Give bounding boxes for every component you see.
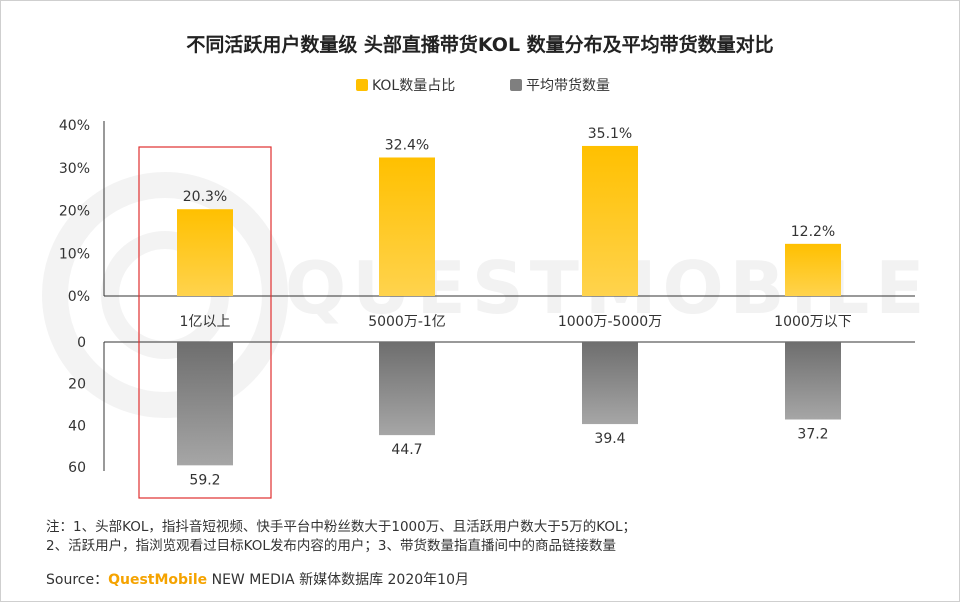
bottom-y-tick-label: 0 — [77, 335, 86, 351]
top-y-tick-label: 10% — [59, 246, 90, 262]
avg-goods-bar — [582, 342, 638, 425]
legend-item-kol-share: KOL数量占比 — [356, 75, 455, 95]
avg-goods-value-label: 59.2 — [189, 472, 220, 488]
top-y-tick-label: 40% — [59, 118, 90, 134]
legend-item-avg-goods: 平均带货数量 — [510, 75, 610, 95]
top-y-tick-label: 30% — [59, 161, 90, 177]
source-line: Source：QuestMobile NEW MEDIA 新媒体数据库 2020… — [46, 569, 469, 589]
legend-label-kol-share: KOL数量占比 — [372, 78, 456, 94]
legend-swatch-gray — [510, 79, 522, 91]
note-line-2: 2、活跃用户，指浏览观看过目标KOL发布内容的用户；3、带货数量指直播间中的商品… — [46, 538, 616, 554]
legend-swatch-yellow — [356, 79, 368, 91]
avg-goods-value-label: 39.4 — [594, 431, 625, 447]
kol-share-bar — [582, 145, 638, 296]
kol-share-value-label: 35.1% — [588, 126, 632, 142]
legend-label-avg-goods: 平均带货数量 — [526, 78, 610, 94]
note-line-1: 注：1、头部KOL，指抖音短视频、快手平台中粉丝数大于1000万、且活跃用户数大… — [46, 519, 637, 535]
top-y-tick-label: 0% — [68, 289, 90, 305]
category-label: 1亿以上 — [180, 314, 231, 330]
source-prefix: Source： — [46, 572, 109, 588]
category-label: 5000万-1亿 — [368, 314, 446, 330]
kol-share-value-label: 12.2% — [791, 224, 835, 240]
avg-goods-value-label: 44.7 — [391, 442, 422, 458]
avg-goods-value-label: 37.2 — [797, 427, 828, 443]
source-brand: QuestMobile — [108, 572, 208, 588]
avg-goods-bar — [177, 342, 233, 466]
source-rest: NEW MEDIA 新媒体数据库 2020年10月 — [207, 572, 469, 588]
top-y-tick-label: 20% — [59, 204, 90, 220]
kol-share-bar — [785, 243, 841, 296]
kol-share-value-label: 32.4% — [385, 137, 429, 153]
avg-goods-bar — [785, 342, 841, 420]
kol-share-value-label: 20.3% — [183, 189, 227, 205]
category-label: 1000万以下 — [774, 314, 852, 330]
bottom-y-tick-label: 60 — [68, 460, 86, 476]
kol-share-bar — [379, 157, 435, 296]
kol-share-bar — [177, 209, 233, 296]
legend: KOL数量占比 平均带货数量 — [0, 75, 960, 97]
category-label: 1000万-5000万 — [558, 314, 662, 330]
highlight-box — [138, 146, 272, 499]
bottom-y-tick-label: 40 — [68, 418, 86, 434]
chart-title: 不同活跃用户数量级 头部直播带货KOL 数量分布及平均带货数量对比 — [186, 34, 774, 56]
avg-goods-bar — [379, 342, 435, 436]
bottom-y-tick-label: 20 — [68, 377, 86, 393]
